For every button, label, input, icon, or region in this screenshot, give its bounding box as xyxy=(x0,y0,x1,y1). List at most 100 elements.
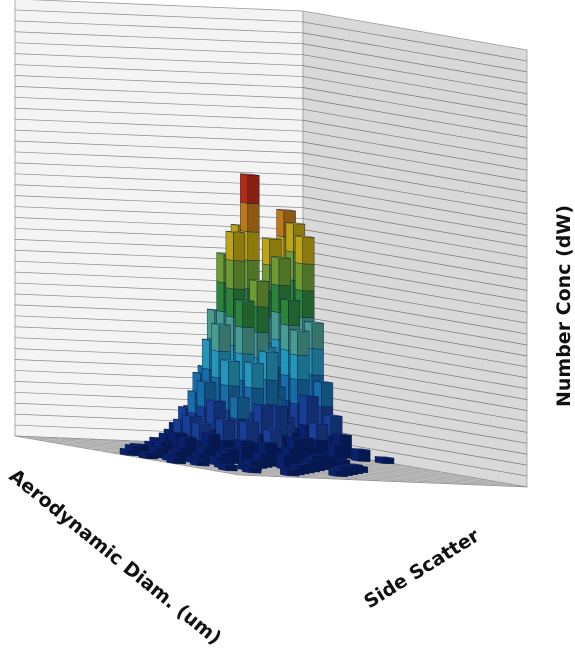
bar xyxy=(218,463,238,472)
bar-face-top xyxy=(299,394,319,397)
bar-face-top xyxy=(305,454,325,457)
bar-face-top xyxy=(258,350,279,353)
bar-face-left xyxy=(271,256,280,286)
bar-face-left xyxy=(295,262,303,291)
bar-face-top xyxy=(239,420,259,423)
bar-face-top xyxy=(220,359,240,362)
floor-gridline-y xyxy=(220,471,509,485)
bar-face-top xyxy=(119,448,140,451)
bar-face-top xyxy=(258,441,278,444)
floor-gridline-y xyxy=(229,473,518,486)
bar-face-top xyxy=(247,457,268,461)
bar-face-left xyxy=(262,237,270,266)
bar-face-right xyxy=(145,452,158,460)
right-wall-gridline xyxy=(302,349,528,390)
right-wall-gridline xyxy=(302,360,528,400)
bar-face-left xyxy=(244,361,253,389)
bar-face-top xyxy=(285,467,305,470)
bar xyxy=(351,448,371,463)
bar-face-left xyxy=(225,230,234,261)
bar-face-right xyxy=(228,360,241,387)
left-wall-gridline xyxy=(14,53,304,66)
bar-face-top xyxy=(338,464,358,467)
left-wall-gridline xyxy=(14,9,304,23)
right-wall-gridline xyxy=(302,393,528,433)
bar-face-top xyxy=(211,323,231,326)
bar-face-top xyxy=(304,321,324,324)
left-wall-gridline xyxy=(14,107,304,121)
bar-face-top xyxy=(242,465,262,468)
bar-face-top xyxy=(374,456,395,459)
bar-face-top xyxy=(300,458,320,461)
bar-face-left xyxy=(201,338,210,370)
bar-face-top xyxy=(235,299,255,302)
bar-face-left xyxy=(299,394,308,426)
bar-face-top xyxy=(268,404,288,407)
right-wall-gridline xyxy=(302,371,528,411)
bar xyxy=(166,456,186,465)
bar-face-right xyxy=(335,470,348,478)
right-wall-gridline xyxy=(302,130,528,171)
bar-face-right xyxy=(311,322,324,350)
bar-face-top xyxy=(286,436,307,439)
bar-face-right xyxy=(251,362,264,389)
bar-face-right xyxy=(256,306,269,334)
bar-face-left xyxy=(234,299,243,328)
bar-face-top xyxy=(177,436,197,439)
bar-face-left xyxy=(280,298,289,326)
bar-face-right xyxy=(242,300,255,329)
left-wall-gridline xyxy=(14,118,304,132)
bar-face-right xyxy=(334,444,347,460)
bar-face-left xyxy=(285,222,294,253)
bar-face-top xyxy=(209,455,229,458)
x-axis-label: Aerodynamic Diam. (um) xyxy=(5,465,226,649)
bar-face-right xyxy=(278,257,291,287)
bar-face-top xyxy=(327,443,347,446)
bar xyxy=(374,456,395,465)
right-wall-gridline xyxy=(302,163,528,204)
bar-face-left xyxy=(240,173,249,204)
right-wall-gridline xyxy=(302,185,528,226)
right-wall-gridline xyxy=(302,108,528,149)
bar-face-top xyxy=(343,463,363,466)
bar-face-top xyxy=(162,453,182,456)
left-wall-gridline xyxy=(14,140,304,154)
bar-face-left xyxy=(196,380,205,408)
bar-face-top xyxy=(196,445,216,448)
bar-face-top xyxy=(201,432,221,435)
bar-face-right xyxy=(306,395,319,426)
bar-face-right xyxy=(297,330,310,356)
right-wall-gridline xyxy=(302,316,528,357)
bar-face-top xyxy=(271,256,291,259)
bar-face-top xyxy=(281,446,301,449)
bar-face-right xyxy=(302,236,315,265)
bar-face-top xyxy=(290,463,310,466)
bar-face-top xyxy=(295,235,315,238)
bar-face-top xyxy=(242,459,263,462)
right-wall-gridline xyxy=(302,338,528,379)
bar-face-top xyxy=(225,230,245,234)
bar-face-top xyxy=(263,428,283,431)
bar-face-right xyxy=(321,382,334,408)
bar-face-right xyxy=(233,260,246,290)
right-wall-gridline xyxy=(302,32,528,73)
bar-face-top xyxy=(218,463,238,466)
bar-face-top xyxy=(290,329,310,332)
bars-layer xyxy=(119,173,395,478)
right-wall-gridline xyxy=(302,305,528,346)
bar-face-left xyxy=(290,377,298,405)
right-wall-gridline xyxy=(302,283,528,324)
bar-face-left xyxy=(351,448,359,462)
bar-face-left xyxy=(240,201,249,233)
right-wall-gridline xyxy=(302,403,528,444)
bar-face-top xyxy=(186,455,206,458)
bar-face-left xyxy=(211,349,220,379)
bar-face-left xyxy=(225,259,234,290)
bar-face-top xyxy=(172,445,192,448)
left-wall-gridline xyxy=(14,162,304,176)
bar-face-top xyxy=(285,222,305,225)
left-wall-gridline xyxy=(14,31,304,45)
bar-face-top xyxy=(166,456,186,459)
bar-face-top xyxy=(143,450,163,453)
